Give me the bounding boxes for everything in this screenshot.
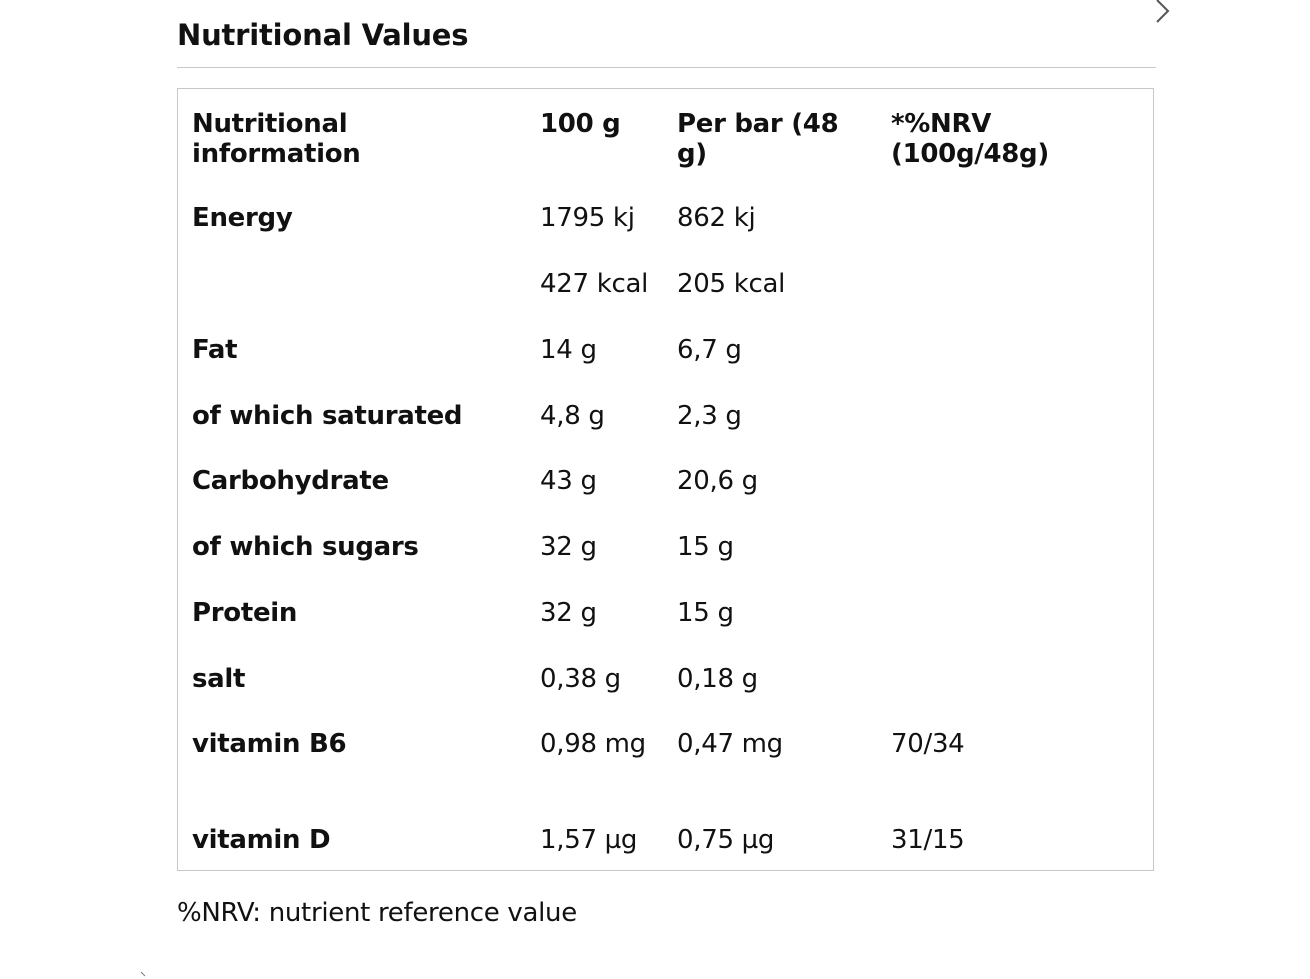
nutrient-name: vitamin B6	[192, 729, 347, 759]
nutrient-name: Energy	[192, 203, 293, 233]
header-nrv: *%NRV (100g/48g)	[891, 109, 1049, 169]
value-100g: 1,57 µg	[540, 825, 638, 855]
nutrient-name: vitamin D	[192, 825, 331, 855]
value-100g: 0,38 g	[540, 664, 621, 694]
header-nutritional-information: Nutritional information	[192, 109, 361, 169]
header-100g: 100 g	[540, 109, 621, 139]
value-per-bar: 0,75 µg	[677, 825, 775, 855]
nrv-footnote: %NRV: nutrient reference value	[177, 898, 577, 928]
value-100g: 1795 kj	[540, 203, 635, 233]
nutrient-name: of which saturated	[192, 401, 463, 431]
value-per-bar: 15 g	[677, 598, 734, 628]
header-per-bar: Per bar (48 g)	[677, 109, 839, 169]
nutrition-table: Nutritional information 100 g Per bar (4…	[177, 88, 1154, 871]
value-per-bar: 2,3 g	[677, 401, 742, 431]
nutrient-name: Fat	[192, 335, 238, 365]
value-per-bar: 6,7 g	[677, 335, 742, 365]
caret-icon	[140, 971, 146, 977]
value-per-bar: 15 g	[677, 532, 734, 562]
value-100g: 4,8 g	[540, 401, 605, 431]
page-title: Nutritional Values	[177, 18, 469, 52]
value-per-bar: 0,18 g	[677, 664, 758, 694]
value-nrv: 70/34	[891, 729, 965, 759]
value-nrv: 31/15	[891, 825, 965, 855]
value-100g: 43 g	[540, 466, 597, 496]
nutrient-name: Protein	[192, 598, 298, 628]
title-divider	[177, 67, 1156, 68]
value-100g: 427 kcal	[540, 269, 648, 299]
value-per-bar: 0,47 mg	[677, 729, 783, 759]
nutrient-name: Carbohydrate	[192, 466, 389, 496]
value-per-bar: 205 kcal	[677, 269, 785, 299]
chevron-right-icon[interactable]	[1148, 0, 1178, 28]
value-100g: 32 g	[540, 532, 597, 562]
value-per-bar: 862 kj	[677, 203, 756, 233]
value-100g: 14 g	[540, 335, 597, 365]
nutrient-name: of which sugars	[192, 532, 419, 562]
value-100g: 0,98 mg	[540, 729, 646, 759]
nutrient-name: salt	[192, 664, 246, 694]
value-per-bar: 20,6 g	[677, 466, 758, 496]
value-100g: 32 g	[540, 598, 597, 628]
